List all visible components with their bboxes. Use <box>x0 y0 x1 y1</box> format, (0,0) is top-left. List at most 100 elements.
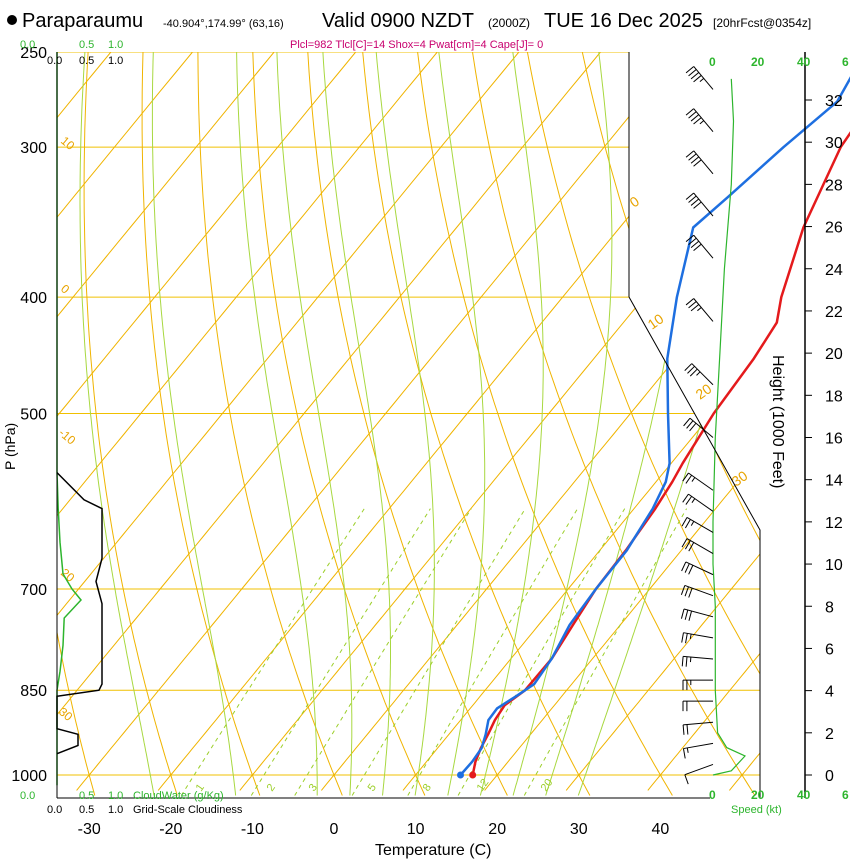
valid-time: Valid 0900 NZDT <box>322 10 474 32</box>
wind-barb-staff <box>683 655 714 660</box>
cl-tick-bottom-1: 0.5 <box>79 804 94 816</box>
wind-barb-half-feather <box>689 633 692 640</box>
x-tick-label: -20 <box>159 821 182 838</box>
wind-barb-feather <box>687 365 695 374</box>
wind-barb <box>682 700 713 712</box>
cw-tick-top-0: 0.0 <box>20 39 35 51</box>
height-tick-label: 10 <box>825 557 843 574</box>
utc-time: (2000Z) <box>488 16 530 30</box>
forecast-run: [20hrFcst@0354z] <box>713 16 811 30</box>
moist-adiabat-line <box>512 52 613 796</box>
wind-barb-feather <box>693 243 702 251</box>
wind-barb-feather <box>693 201 702 209</box>
mixing-ratio-label: 20 <box>539 777 556 794</box>
wind-barb-feather <box>693 117 702 125</box>
cl-tick-top-1: 0.5 <box>79 55 94 67</box>
cloudiness-label: Grid-Scale Cloudiness <box>133 804 243 816</box>
pressure-tick-label: 300 <box>20 140 47 157</box>
cw-tick-bottom-1: 0.5 <box>79 790 94 802</box>
wind-barb-feather <box>690 156 700 164</box>
isotherm-line <box>239 52 760 791</box>
wind-barb <box>681 655 714 667</box>
wind-barb-half-feather <box>696 371 701 376</box>
wind-barb-feather <box>685 298 695 306</box>
wind-barb-feather <box>689 422 697 432</box>
x-tick-label: 0 <box>330 821 339 838</box>
wind-barb-feather <box>686 420 694 429</box>
station-coords: -40.904°,174.99° (63,16) <box>163 18 284 30</box>
wind-barb-feather <box>688 610 693 621</box>
wind-barb-feather <box>684 519 691 529</box>
cw-tick-top-1: 0.5 <box>79 39 94 51</box>
moist-adiabat-line <box>151 52 237 796</box>
wind-barb-feather <box>688 111 697 119</box>
wind-barb-feather <box>680 585 686 596</box>
wind-barb-staff <box>686 538 714 554</box>
mixing-ratio-line <box>351 508 526 796</box>
wind-barb-staff <box>693 66 714 90</box>
pressure-tick-label: 850 <box>20 683 47 700</box>
dry-adiabat-line <box>197 52 343 796</box>
grid-clip <box>57 52 760 796</box>
wind-barb <box>683 417 714 438</box>
mixing-ratio-label: 3 <box>307 782 320 794</box>
moist-adiabat-label: 10 <box>58 134 77 154</box>
dry-adiabat-line <box>414 52 673 796</box>
height-tick-label: 30 <box>825 135 843 152</box>
profile-panel <box>56 52 103 786</box>
wind-barb-half-feather <box>699 120 705 125</box>
wind-barb-feather <box>682 493 689 503</box>
mixing-ratio-line <box>180 508 365 796</box>
wind-barb-feather <box>681 517 688 527</box>
height-tick-label: 24 <box>825 262 843 279</box>
wind-barb-feather <box>685 474 693 484</box>
x-tick-label: -10 <box>241 821 264 838</box>
wind-barb-feather <box>682 748 686 759</box>
isotherm-line <box>57 52 537 791</box>
temperature-line <box>471 131 850 776</box>
cloudwater-label: CloudWater (g/Kg) <box>133 790 224 802</box>
wind-barb-staff <box>683 632 714 639</box>
height-tick-label: 2 <box>825 726 834 743</box>
wind-barb <box>681 538 714 554</box>
speed-tick-top-0: 0 <box>709 55 716 69</box>
mixing-ratio-label: 12 <box>475 777 492 794</box>
wind-barb-staff <box>693 298 714 322</box>
wind-barb-staff <box>686 516 714 533</box>
cw-tick-bottom-2: 1.0 <box>108 790 123 802</box>
speed-tick-top-20: 20 <box>751 55 765 69</box>
cw-tick-bottom-0: 0.0 <box>20 790 35 802</box>
x-tick-label: 20 <box>488 821 506 838</box>
wind-barb-feather <box>685 192 695 200</box>
height-tick-label: 32 <box>825 93 843 110</box>
moist-adiabat-line <box>479 52 544 796</box>
isotherm-line <box>57 52 619 791</box>
height-tick-label: 18 <box>825 388 843 405</box>
dry-adiabat-line <box>141 52 261 796</box>
station-dot <box>7 15 17 25</box>
wind-barb-staff <box>684 763 714 776</box>
x-axis-title: Temperature (C) <box>375 842 491 859</box>
wind-barb-feather <box>684 586 689 597</box>
wind-barb-feather <box>689 368 698 377</box>
wind-barb-feather <box>682 472 689 482</box>
speed-tick-bottom-60: 6 <box>842 788 849 802</box>
cl-tick-top-2: 1.0 <box>108 55 123 67</box>
wind-barb-feather <box>683 417 691 427</box>
wind-barb-feather <box>681 538 688 548</box>
wind-barb-staff <box>684 584 714 597</box>
wind-barb <box>685 234 714 259</box>
wind-barb-half-feather <box>691 477 696 482</box>
height-tick-label: 20 <box>825 346 843 363</box>
x-tick-label: -30 <box>78 821 101 838</box>
wind-barb <box>681 561 714 576</box>
height-tick-label: 26 <box>825 220 843 237</box>
station-name: Paraparaumu <box>22 10 143 32</box>
speed-tick-bottom-20: 20 <box>751 788 765 802</box>
wind-barb-feather <box>690 304 700 312</box>
wind-barb-feather <box>684 540 691 550</box>
cloudiness-line <box>56 472 103 755</box>
dry-adiabat-line <box>57 52 96 796</box>
speed-tick-top-60: 6 <box>842 55 849 69</box>
wind-barb-feather <box>685 633 688 644</box>
